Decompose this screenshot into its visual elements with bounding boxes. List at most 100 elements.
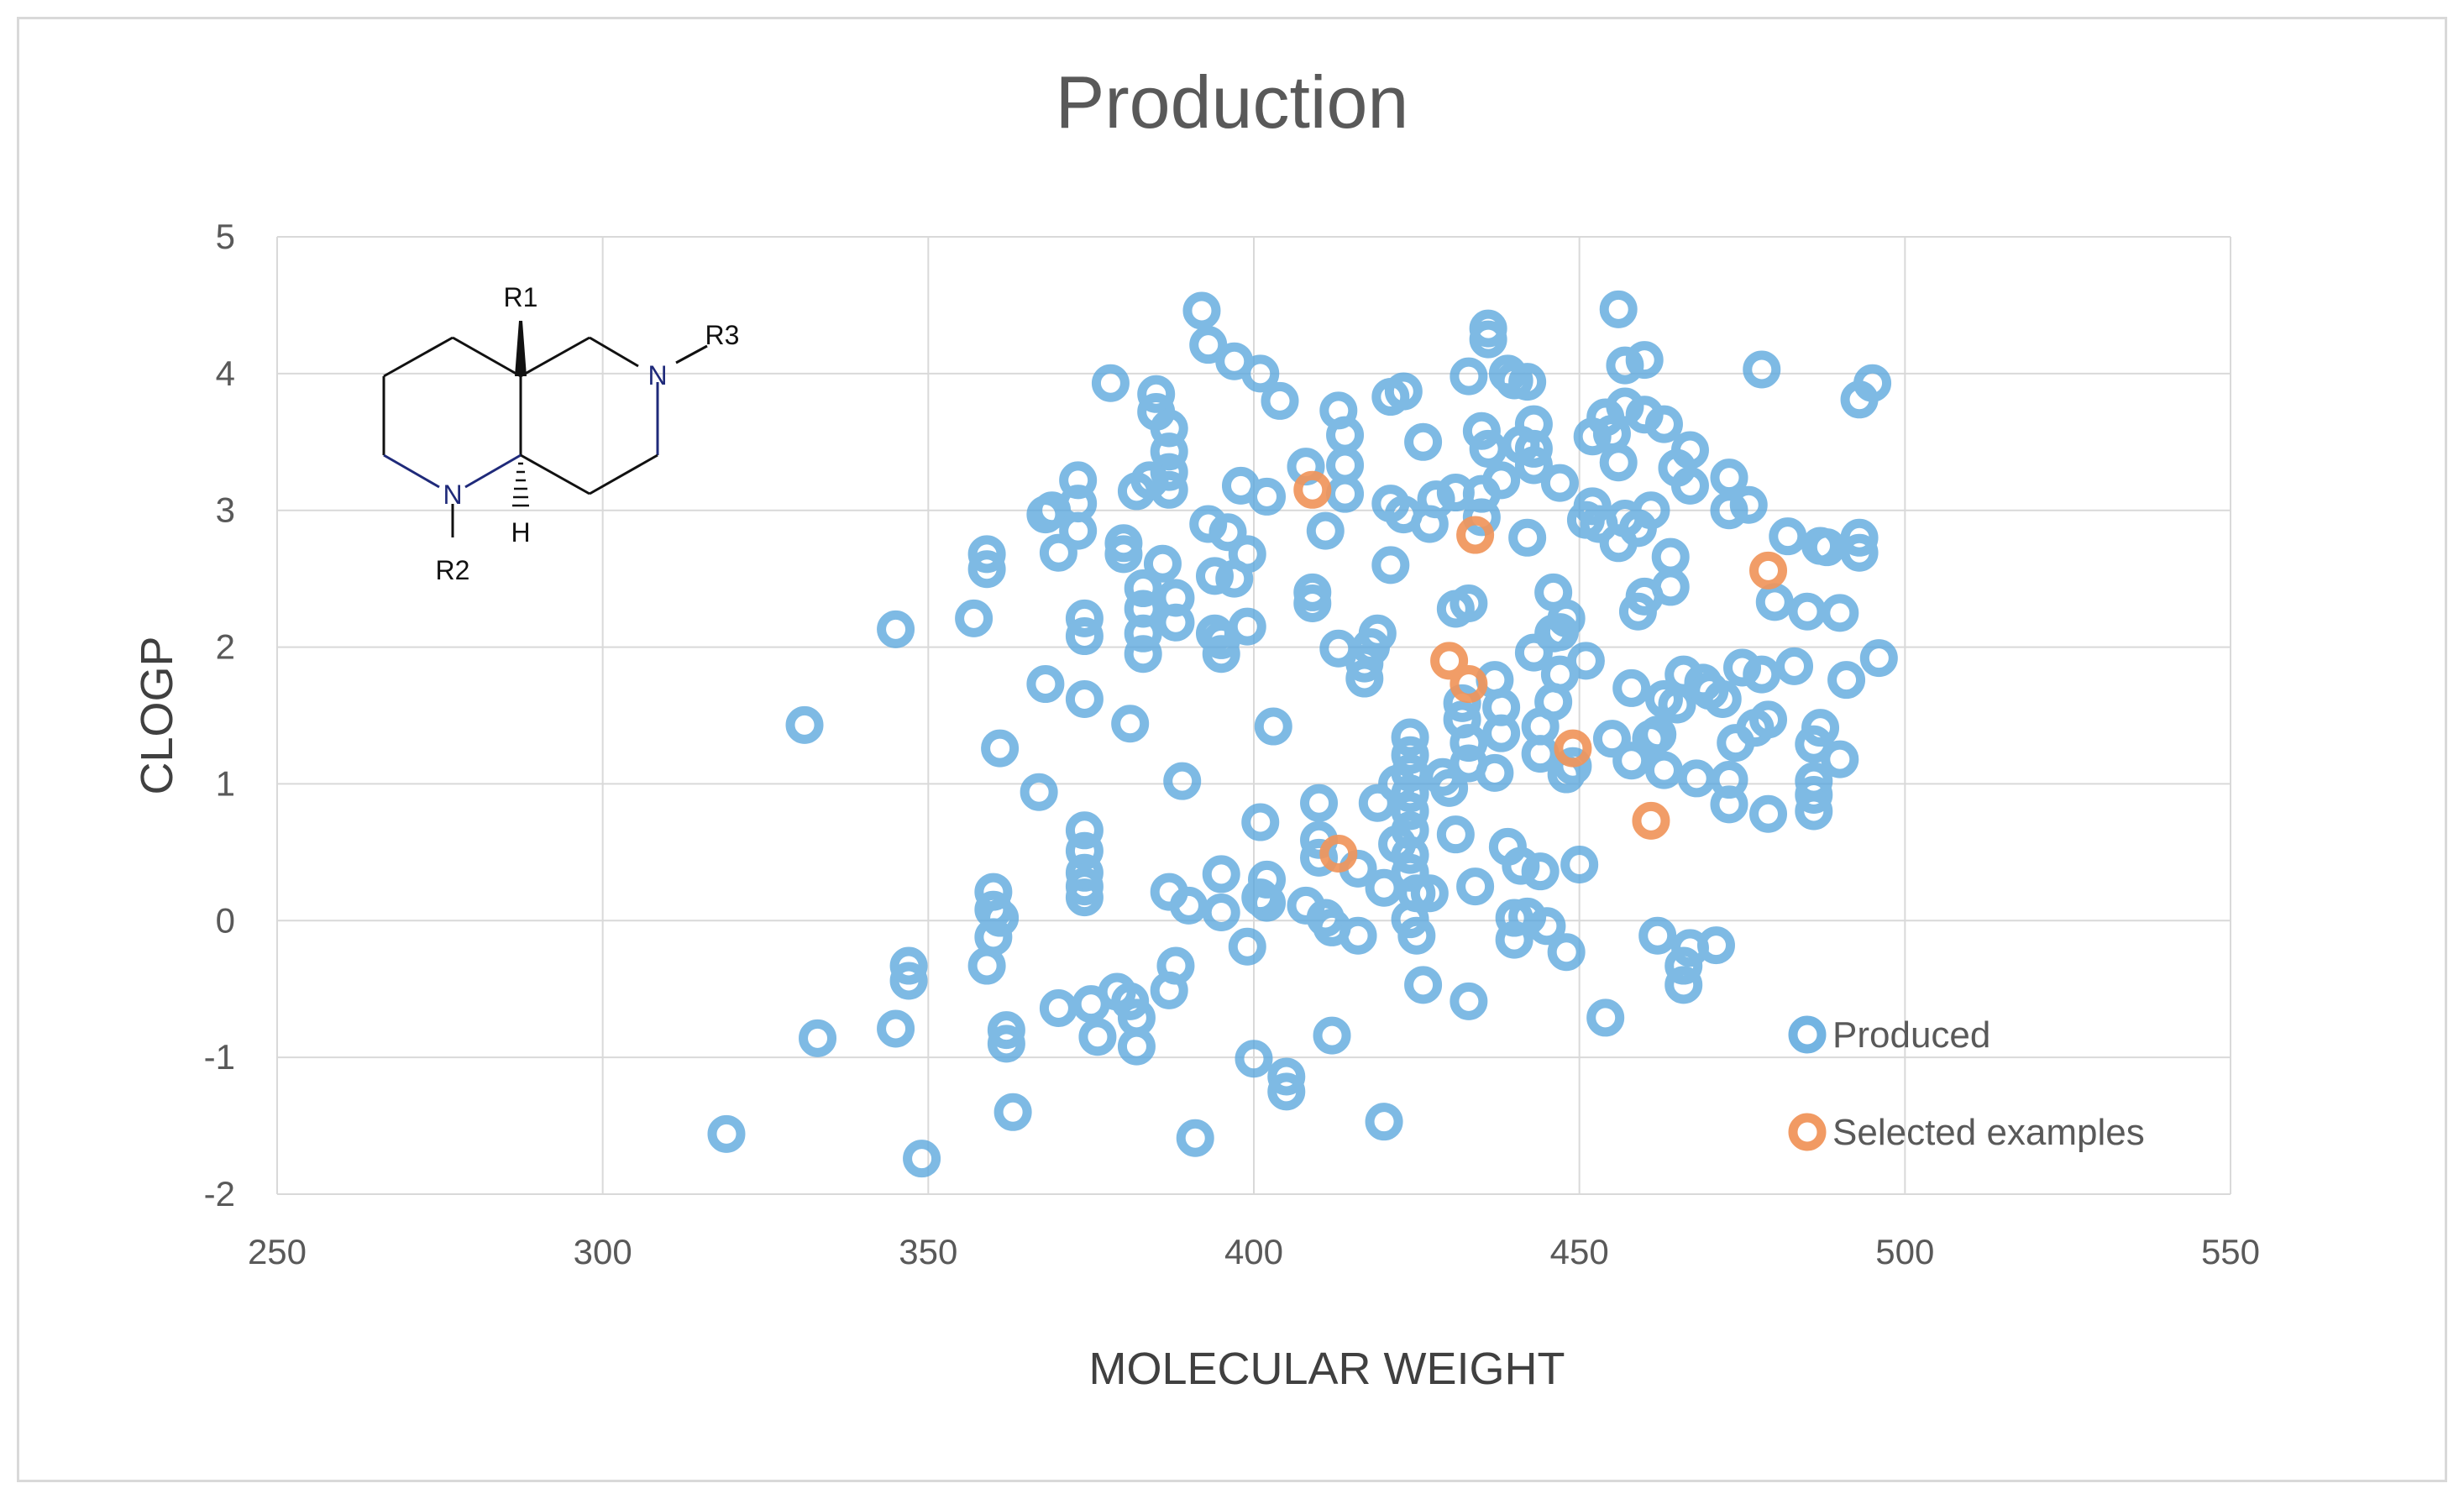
x-axis-title: MOLECULAR WEIGHT: [1088, 1344, 1565, 1394]
x-tick-labels: 250 300 350 400 450 500 550: [248, 1232, 2260, 1271]
data-point: [967, 535, 1006, 574]
bond-line: [675, 344, 708, 364]
data-point: [1248, 883, 1287, 922]
data-point: [1443, 684, 1481, 722]
data-point: [1150, 432, 1188, 471]
data-point: [1606, 346, 1644, 385]
data-point: [1514, 429, 1553, 468]
data-point: [1749, 551, 1788, 590]
data-point: [1450, 584, 1488, 622]
data-point: [1710, 491, 1748, 530]
data-point: [1508, 363, 1547, 401]
data-point: [1566, 642, 1605, 680]
data-point: [1821, 740, 1859, 778]
data-point: [1827, 661, 1866, 700]
data-point: [1228, 927, 1266, 966]
data-point: [1651, 537, 1690, 576]
data-point: [1117, 1027, 1156, 1066]
data-point: [1554, 747, 1592, 785]
data-point: [1150, 453, 1188, 491]
data-point: [1521, 852, 1560, 891]
data-point: [1729, 485, 1768, 524]
data-point: [1267, 1072, 1306, 1111]
data-point: [1528, 907, 1566, 946]
data-point: [1078, 1018, 1117, 1056]
data-point: [1632, 491, 1670, 530]
data-point: [1261, 381, 1299, 420]
data-point: [1677, 759, 1716, 798]
data-point: [1065, 831, 1104, 870]
data-point: [1339, 916, 1377, 955]
y-tick-label: -1: [204, 1037, 235, 1077]
r2-label: R2: [436, 555, 470, 585]
x-tick-label: 450: [1550, 1232, 1609, 1271]
bond-line: [383, 453, 440, 489]
data-point: [1156, 946, 1195, 985]
data-point: [987, 1011, 1025, 1050]
data-point: [993, 1093, 1032, 1131]
data-point: [1397, 916, 1436, 955]
x-tick-label: 550: [2201, 1232, 2260, 1271]
data-point: [1599, 290, 1638, 328]
data-point: [889, 962, 928, 1000]
data-point: [1267, 1057, 1306, 1096]
data-point: [1195, 557, 1234, 595]
data-point: [1065, 617, 1104, 656]
data-point: [1430, 768, 1469, 807]
bond-line: [589, 453, 658, 495]
data-point: [1859, 639, 1898, 678]
data-point: [1508, 518, 1547, 557]
data-point: [1670, 431, 1709, 469]
data-point: [1723, 648, 1761, 687]
y-tick-label: 4: [216, 354, 235, 393]
data-point: [1059, 511, 1098, 550]
data-point: [1391, 792, 1429, 831]
x-tick-label: 400: [1224, 1232, 1283, 1271]
data-point: [1644, 751, 1683, 789]
data-point: [1293, 470, 1332, 509]
data-point: [1625, 341, 1664, 380]
data-point: [974, 918, 1013, 957]
x-tick-label: 250: [248, 1232, 307, 1271]
legend-label-produced: Produced: [1832, 1014, 1990, 1056]
data-point: [1065, 811, 1104, 850]
legend-label-selected: Selected examples: [1832, 1112, 2145, 1153]
data-point: [1319, 834, 1358, 873]
data-point: [1710, 785, 1748, 824]
data-point: [1404, 966, 1443, 1004]
data-point: [1391, 718, 1429, 757]
data-point: [1169, 886, 1208, 925]
nitrogen-label: N: [443, 480, 462, 510]
data-point: [1599, 443, 1638, 482]
gridlines: [276, 236, 2231, 1195]
data-point: [1124, 569, 1162, 608]
data-point: [1313, 1016, 1351, 1055]
data-point: [981, 729, 1020, 768]
data-point: [1436, 815, 1475, 854]
data-point: [1065, 878, 1104, 917]
data-point: [1456, 516, 1495, 554]
data-point: [1065, 599, 1104, 637]
data-point: [1795, 775, 1833, 814]
data-point: [785, 705, 824, 744]
data-point: [1391, 736, 1429, 774]
data-point: [1150, 409, 1188, 448]
data-points: [707, 290, 1898, 1178]
data-point: [1840, 518, 1879, 557]
y-tick-labels: -2 -1 0 1 2 3 4 5: [204, 217, 235, 1213]
x-tick-label: 500: [1875, 1232, 1934, 1271]
data-point: [1202, 635, 1240, 674]
data-point: [1137, 375, 1176, 413]
data-point: [1560, 846, 1599, 884]
data-point: [1749, 794, 1788, 833]
data-point: [1592, 720, 1631, 758]
data-point: [889, 946, 928, 985]
data-point: [877, 1009, 915, 1048]
data-point: [1150, 470, 1188, 509]
data-point: [1326, 474, 1365, 513]
data-point: [1228, 535, 1266, 574]
data-point: [1358, 614, 1397, 653]
data-point: [1156, 603, 1195, 642]
data-point: [1326, 416, 1365, 454]
data-point: [1450, 982, 1488, 1020]
